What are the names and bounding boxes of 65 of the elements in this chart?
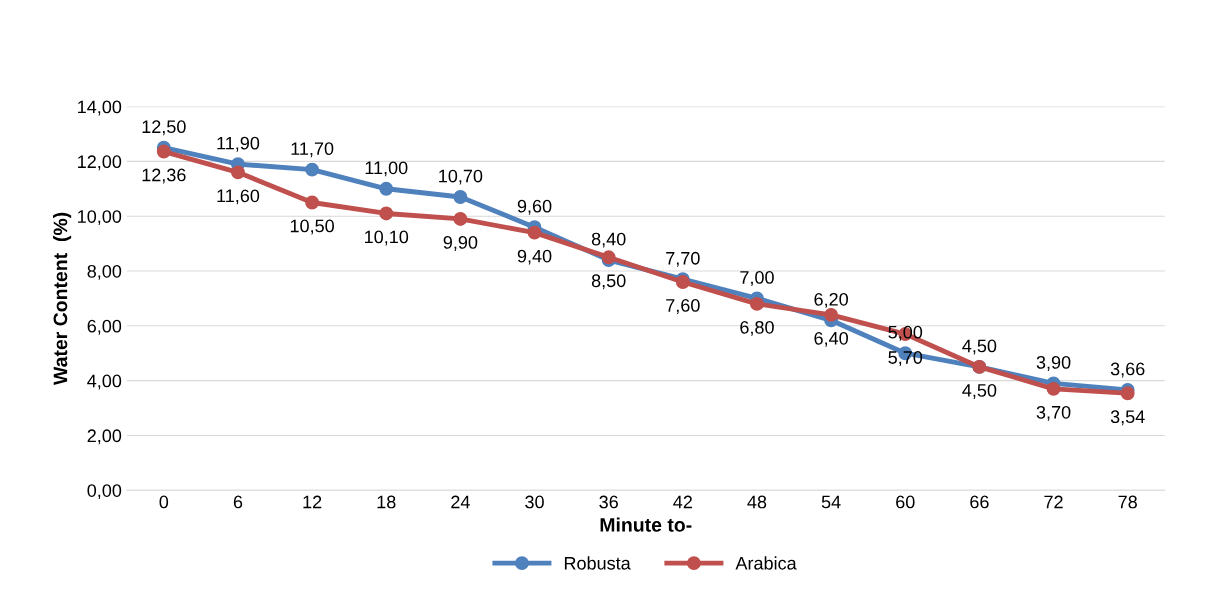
- data-label: 8,40: [591, 232, 626, 248]
- point: [305, 162, 320, 177]
- x-tick-label: 18: [377, 495, 396, 509]
- data-label: 10,70: [439, 169, 483, 185]
- data-label: 12,36: [142, 168, 186, 184]
- point: [453, 211, 468, 226]
- x-tick-label: 60: [896, 495, 915, 509]
- legend-label: Arabica: [735, 556, 797, 570]
- point: [750, 296, 764, 311]
- data-label: 6,40: [814, 331, 848, 347]
- data-label: 3,90: [1036, 355, 1071, 371]
- data-label: 3,54: [1110, 410, 1145, 426]
- data-label: 11,70: [291, 142, 334, 158]
- data-label: 3,66: [1110, 362, 1145, 378]
- point: [156, 144, 171, 159]
- data-label: 3,70: [1036, 405, 1071, 421]
- x-tick-label: 30: [525, 495, 544, 509]
- data-label: 8,50: [591, 274, 626, 290]
- y-tick-label: 14,00: [78, 100, 122, 116]
- data-label: 4,50: [962, 339, 997, 355]
- data-label: 9,40: [517, 249, 552, 265]
- x-tick-label: 78: [1118, 495, 1137, 509]
- data-label: 6,20: [814, 292, 848, 308]
- x-tick-label: 0: [159, 495, 169, 509]
- data-label: 7,60: [666, 299, 700, 314]
- y-tick-label: 4,00: [87, 374, 122, 390]
- data-label: 12,50: [142, 120, 186, 136]
- y-tick-label: 6,00: [87, 319, 122, 335]
- point: [453, 190, 468, 204]
- data-label: 9,60: [517, 199, 552, 215]
- data-label: 4,50: [962, 383, 997, 399]
- data-label: 9,90: [443, 236, 478, 251]
- data-label: 6,80: [740, 320, 774, 336]
- y-tick-label: 8,00: [87, 264, 122, 280]
- data-label: 10,50: [290, 219, 334, 235]
- x-tick-label: 6: [233, 495, 243, 509]
- x-tick-label: 54: [821, 495, 841, 509]
- data-label: 7,00: [740, 271, 774, 286]
- data-label: 10,10: [365, 230, 409, 246]
- point: [305, 195, 320, 210]
- x-tick-label: 36: [599, 495, 618, 509]
- y-tick-label: 0,00: [87, 484, 122, 500]
- point: [1120, 386, 1135, 401]
- data-label: 11,00: [365, 161, 408, 177]
- x-tick-label: 72: [1044, 495, 1063, 509]
- x-tick-label: 42: [673, 495, 692, 509]
- point: [1046, 381, 1061, 396]
- point: [824, 307, 839, 322]
- point: [379, 206, 394, 221]
- x-tick-label: 12: [303, 495, 322, 509]
- point: [231, 165, 245, 180]
- data-label: 7,70: [666, 251, 700, 267]
- data-label: 11,60: [217, 189, 260, 205]
- y-tick-label: 2,00: [87, 429, 122, 445]
- point: [379, 181, 394, 196]
- y-tick-label: 10,00: [78, 210, 122, 226]
- x-tick-label: 24: [451, 495, 470, 509]
- legend-label: Robusta: [564, 556, 631, 570]
- point: [527, 225, 542, 240]
- x-tick-label: 66: [970, 495, 989, 509]
- x-tick-label: 48: [747, 495, 767, 509]
- data-label: 11,90: [217, 136, 260, 152]
- x-axis-title: Minute to-: [600, 517, 692, 532]
- y-axis-title: Water Content (%): [53, 212, 72, 385]
- y-tick-label: 12,00: [78, 155, 122, 171]
